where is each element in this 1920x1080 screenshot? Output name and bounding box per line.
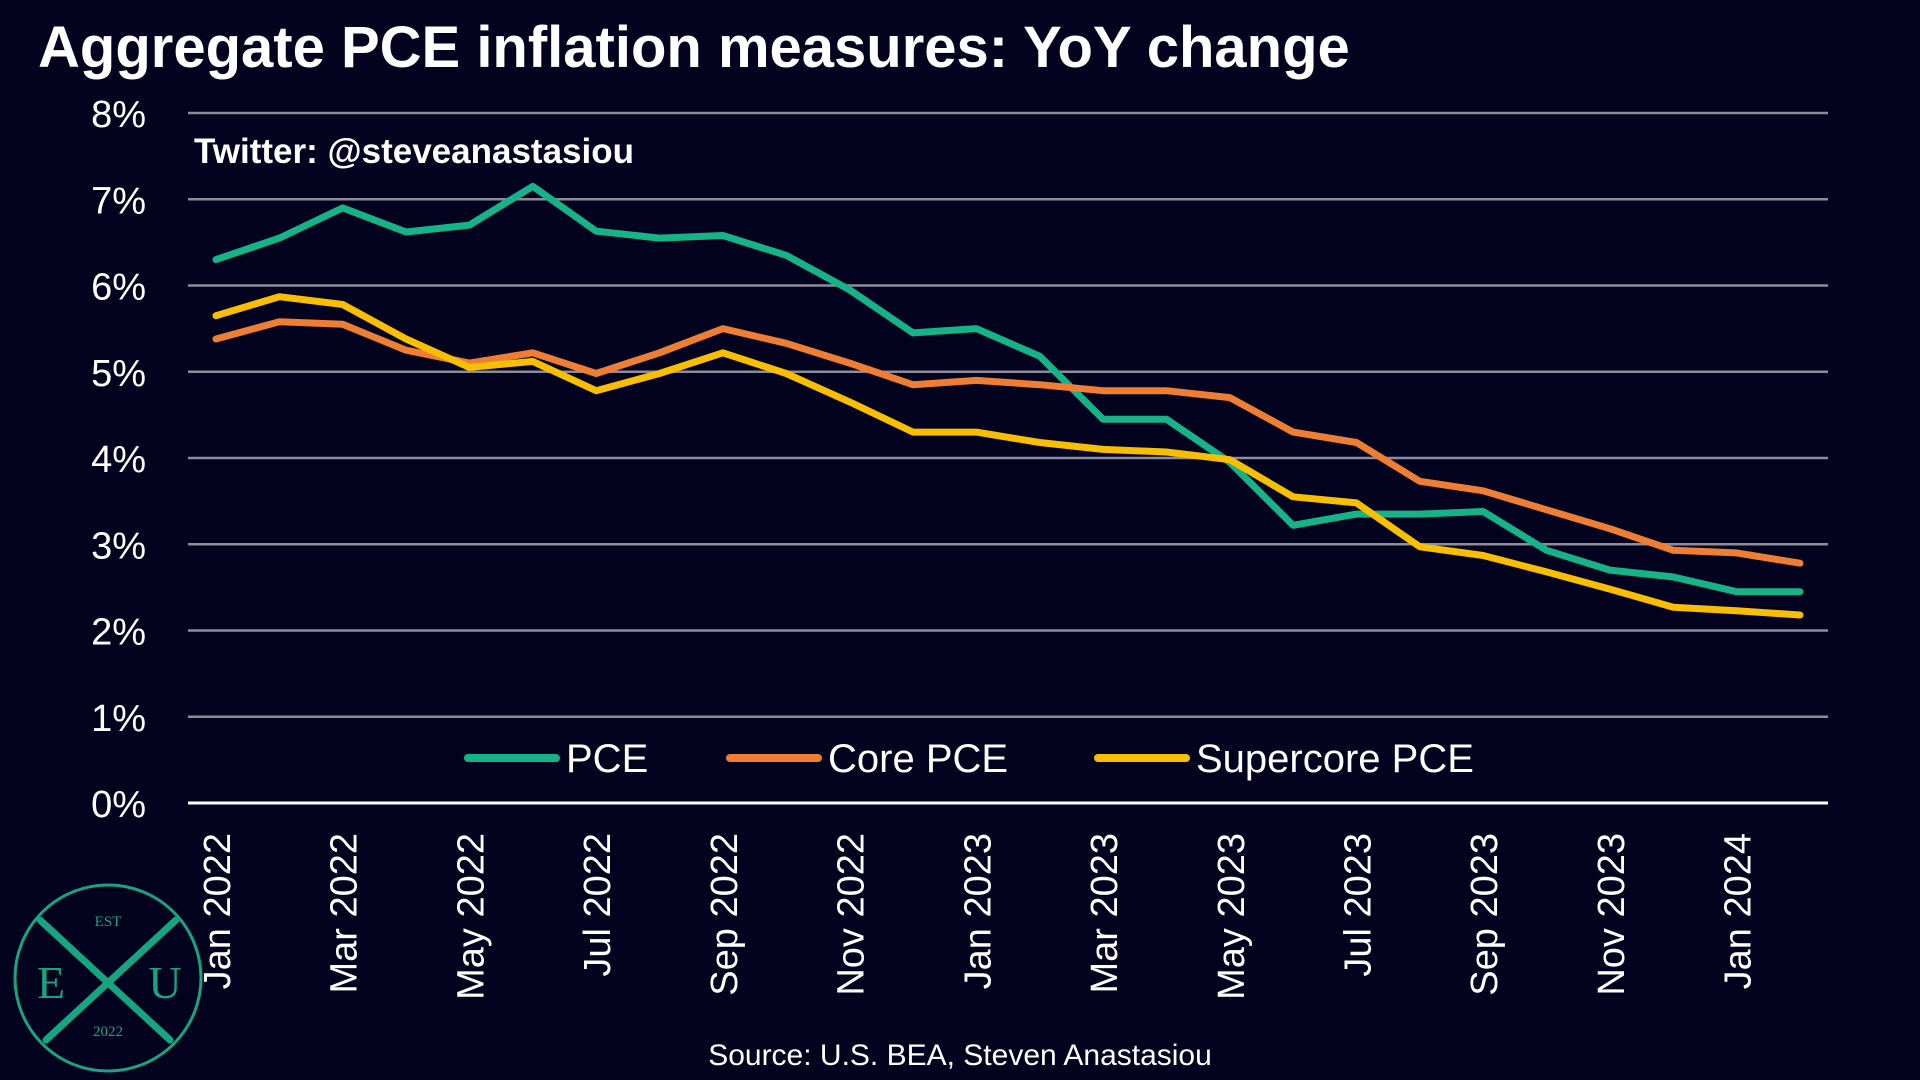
logo-letter-e: E bbox=[37, 957, 65, 1008]
x-tick-label: Nov 2022 bbox=[831, 833, 873, 996]
x-axis-ticks: Jan 2022 Mar 2022 May 2022 Jul 2022 Sep 2022… bbox=[197, 833, 1760, 1000]
logo-year-text: 2022 bbox=[93, 1024, 123, 1040]
legend-label: Core PCE bbox=[828, 737, 1008, 781]
x-tick-label: Jan 2023 bbox=[957, 833, 999, 989]
series-lines bbox=[212, 182, 1804, 619]
logo-letter-u: U bbox=[148, 957, 181, 1008]
y-tick-label: 0% bbox=[91, 784, 146, 826]
y-tick-label: 4% bbox=[91, 439, 146, 481]
y-tick-label: 7% bbox=[91, 180, 146, 222]
series-line-supercore-pce bbox=[212, 293, 1804, 619]
x-tick-label: Mar 2022 bbox=[324, 833, 366, 994]
series-line-pce bbox=[212, 182, 1804, 596]
logo-blade-1 bbox=[36, 916, 174, 1044]
y-tick-label: 5% bbox=[91, 353, 146, 395]
legend-label: Supercore PCE bbox=[1196, 737, 1474, 781]
chart-annotation: Twitter: @steveanastasiou bbox=[194, 132, 634, 171]
gridlines bbox=[188, 111, 1828, 718]
y-tick-label: 2% bbox=[91, 612, 146, 654]
y-tick-label: 1% bbox=[91, 698, 146, 740]
x-tick-label: May 2022 bbox=[450, 833, 492, 1000]
y-axis-ticks: 0% 1% 2% 3% 4% 5% 6% 7% 8% bbox=[91, 94, 146, 826]
source-note: Source: U.S. BEA, Steven Anastasiou bbox=[708, 1039, 1212, 1072]
y-tick-label: 8% bbox=[91, 94, 146, 136]
x-tick-label: Jul 2023 bbox=[1337, 833, 1379, 977]
x-tick-label: Jul 2022 bbox=[577, 833, 619, 977]
x-tick-label: May 2023 bbox=[1211, 833, 1253, 1000]
chart-title: Aggregate PCE inflation measures: YoY ch… bbox=[38, 15, 1350, 80]
y-tick-label: 3% bbox=[91, 525, 146, 567]
brand-logo: EST E U 2022 bbox=[13, 883, 203, 1073]
series-line-core-pce bbox=[212, 318, 1804, 567]
logo-blade-2 bbox=[42, 916, 180, 1044]
x-tick-label: Jan 2024 bbox=[1718, 833, 1760, 989]
x-tick-label: Jan 2022 bbox=[197, 833, 239, 989]
legend-label: PCE bbox=[566, 737, 648, 781]
logo-ring bbox=[13, 883, 203, 1073]
y-tick-label: 6% bbox=[91, 267, 146, 309]
x-tick-label: Sep 2022 bbox=[704, 833, 746, 996]
x-tick-label: Nov 2023 bbox=[1591, 833, 1633, 996]
x-tick-label: Sep 2023 bbox=[1464, 833, 1506, 996]
x-tick-label: Mar 2023 bbox=[1084, 833, 1126, 994]
logo-est-text: EST bbox=[95, 914, 122, 930]
legend: PCE Core PCE Supercore PCE bbox=[464, 737, 1474, 781]
